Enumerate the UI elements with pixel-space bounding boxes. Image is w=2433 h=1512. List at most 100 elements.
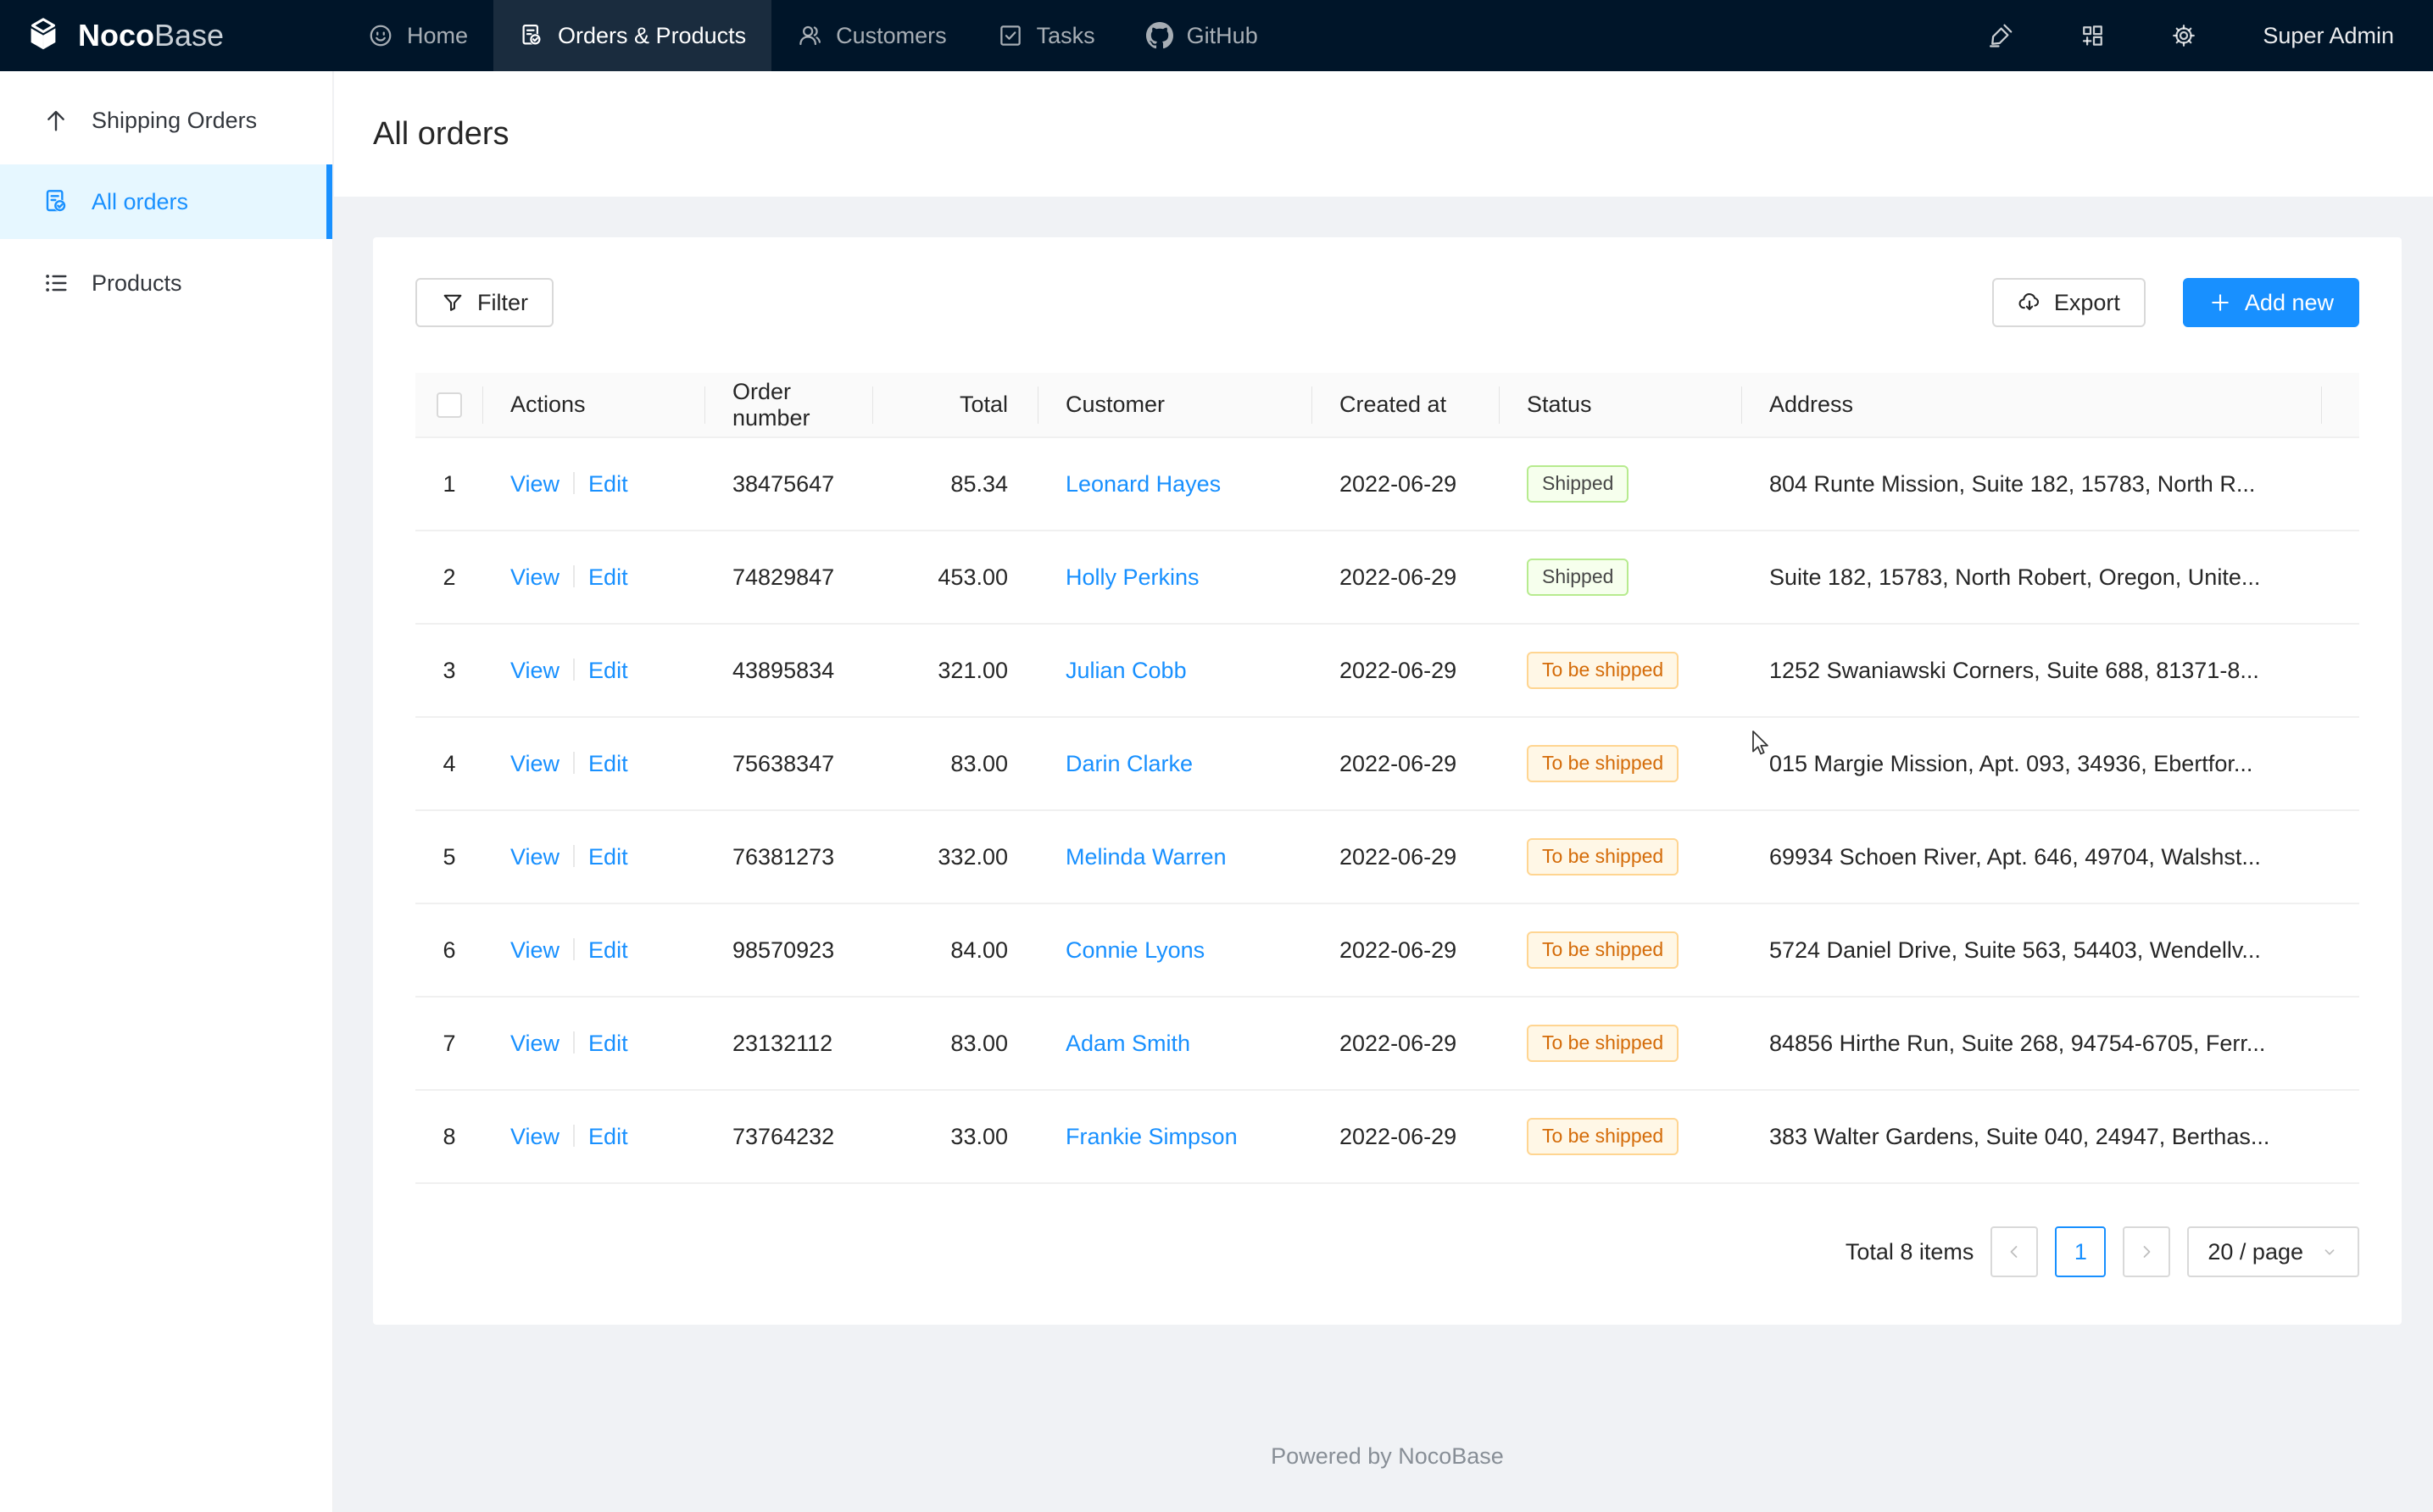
address-cell: 84856 Hirthe Run, Suite 268, 94754-6705,… xyxy=(1769,1031,2265,1056)
page-title: All orders xyxy=(373,116,509,153)
edit-link[interactable]: Edit xyxy=(588,564,628,590)
orders-table: Actions Order number Total Customer Crea… xyxy=(415,373,2359,1184)
edit-link[interactable]: Edit xyxy=(588,751,628,776)
nocobase-logo-icon xyxy=(24,16,63,55)
toolbar: Filter Export Add new xyxy=(415,278,2359,327)
row-index: 5 xyxy=(443,844,455,870)
customer-link[interactable]: Leonard Hayes xyxy=(1066,471,1221,497)
tab-label: Orders & Products xyxy=(558,23,746,49)
address-cell: 804 Runte Mission, Suite 182, 15783, Nor… xyxy=(1769,471,2255,497)
github-icon xyxy=(1146,22,1173,49)
blocks-plus-icon[interactable] xyxy=(2079,23,2105,48)
tab-customers[interactable]: Customers xyxy=(771,0,972,71)
order-number-cell: 75638347 xyxy=(732,751,834,776)
total-cell: 83.00 xyxy=(950,1031,1008,1056)
customer-link[interactable]: Melinda Warren xyxy=(1066,844,1227,870)
total-cell: 33.00 xyxy=(950,1124,1008,1149)
tab-orders-products[interactable]: Orders & Products xyxy=(493,0,771,71)
view-link[interactable]: View xyxy=(510,844,560,870)
sidebar-item-all-orders[interactable]: All orders xyxy=(0,164,332,239)
customer-link[interactable]: Adam Smith xyxy=(1066,1031,1190,1056)
customer-link[interactable]: Julian Cobb xyxy=(1066,658,1187,683)
column-header-customer: Customer xyxy=(1038,373,1312,437)
tab-label: Customers xyxy=(836,23,947,49)
address-cell: 69934 Schoen River, Apt. 646, 49704, Wal… xyxy=(1769,844,2261,870)
view-link[interactable]: View xyxy=(510,658,560,683)
smile-icon xyxy=(368,23,393,48)
edit-link[interactable]: Edit xyxy=(588,471,628,497)
tab-home[interactable]: Home xyxy=(342,0,493,71)
edit-link[interactable]: Edit xyxy=(588,658,628,683)
select-all-checkbox[interactable] xyxy=(437,392,462,418)
order-number-cell: 43895834 xyxy=(732,658,834,683)
page-size-select[interactable]: 20 / page xyxy=(2187,1226,2359,1277)
team-icon xyxy=(797,23,822,48)
tab-tasks[interactable]: Tasks xyxy=(972,0,1121,71)
filter-button[interactable]: Filter xyxy=(415,278,554,327)
table-row: 8 ViewEdit 73764232 33.00 Frankie Simpso… xyxy=(415,1090,2359,1183)
tab-label: Tasks xyxy=(1037,23,1095,49)
view-link[interactable]: View xyxy=(510,1124,560,1149)
view-link[interactable]: View xyxy=(510,937,560,963)
action-divider xyxy=(573,1031,575,1053)
view-link[interactable]: View xyxy=(510,1031,560,1056)
navbar-actions: Super Admin xyxy=(1988,0,2433,71)
check-square-icon xyxy=(998,23,1023,48)
edit-link[interactable]: Edit xyxy=(588,844,628,870)
created-at-cell: 2022-06-29 xyxy=(1339,751,1456,776)
column-header-actions: Actions xyxy=(483,373,705,437)
edit-link[interactable]: Edit xyxy=(588,937,628,963)
column-header-address: Address xyxy=(1742,373,2322,437)
cloud-download-icon xyxy=(2018,291,2041,314)
list-icon xyxy=(42,270,70,297)
sidebar-item-shipping-orders[interactable]: Shipping Orders xyxy=(0,83,332,158)
highlighter-icon[interactable] xyxy=(1988,23,2013,48)
view-link[interactable]: View xyxy=(510,471,560,497)
order-number-cell: 98570923 xyxy=(732,937,834,963)
total-cell: 332.00 xyxy=(938,844,1008,870)
edit-link[interactable]: Edit xyxy=(588,1124,628,1149)
row-index: 3 xyxy=(443,658,455,683)
page-1-button[interactable]: 1 xyxy=(2055,1226,2106,1277)
user-menu[interactable]: Super Admin xyxy=(2263,23,2394,49)
audit-icon xyxy=(42,188,70,215)
status-badge: To be shipped xyxy=(1527,1025,1679,1063)
gear-icon[interactable] xyxy=(2171,23,2196,48)
status-badge: To be shipped xyxy=(1527,745,1679,783)
action-divider xyxy=(573,938,575,960)
row-index: 4 xyxy=(443,751,455,776)
toolbar-right: Export Add new xyxy=(1992,278,2359,327)
next-page-button[interactable] xyxy=(2123,1226,2170,1277)
export-label: Export xyxy=(2054,290,2120,316)
view-link[interactable]: View xyxy=(510,564,560,590)
address-cell: 383 Walter Gardens, Suite 040, 24947, Be… xyxy=(1769,1124,2269,1149)
page-header: All orders xyxy=(334,71,2433,197)
created-at-cell: 2022-06-29 xyxy=(1339,471,1456,497)
edit-link[interactable]: Edit xyxy=(588,1031,628,1056)
export-button[interactable]: Export xyxy=(1992,278,2146,327)
chevron-right-icon xyxy=(2136,1242,2157,1262)
customer-link[interactable]: Darin Clarke xyxy=(1066,751,1193,776)
customer-link[interactable]: Holly Perkins xyxy=(1066,564,1200,590)
order-number-cell: 23132112 xyxy=(732,1031,832,1056)
footer-text: Powered by NocoBase xyxy=(373,1443,2402,1470)
sidebar-item-products[interactable]: Products xyxy=(0,246,332,320)
order-number-cell: 38475647 xyxy=(732,471,834,497)
total-cell: 321.00 xyxy=(938,658,1008,683)
nocobase-logo[interactable]: NocoBase xyxy=(0,0,342,71)
sidebar-item-label: Shipping Orders xyxy=(92,108,257,134)
status-badge: Shipped xyxy=(1527,465,1628,503)
orders-card: Filter Export Add new xyxy=(373,237,2402,1325)
pagination-total: Total 8 items xyxy=(1846,1239,1974,1265)
tab-label: Home xyxy=(407,23,468,49)
status-badge: Shipped xyxy=(1527,559,1628,597)
customer-link[interactable]: Connie Lyons xyxy=(1066,937,1205,963)
add-new-button[interactable]: Add new xyxy=(2183,278,2359,327)
tab-github[interactable]: GitHub xyxy=(1121,0,1283,71)
prev-page-button[interactable] xyxy=(1990,1226,2038,1277)
view-link[interactable]: View xyxy=(510,751,560,776)
sidebar-item-label: Products xyxy=(92,270,182,297)
status-badge: To be shipped xyxy=(1527,652,1679,690)
page-size-value: 20 / page xyxy=(2208,1239,2303,1265)
customer-link[interactable]: Frankie Simpson xyxy=(1066,1124,1238,1149)
